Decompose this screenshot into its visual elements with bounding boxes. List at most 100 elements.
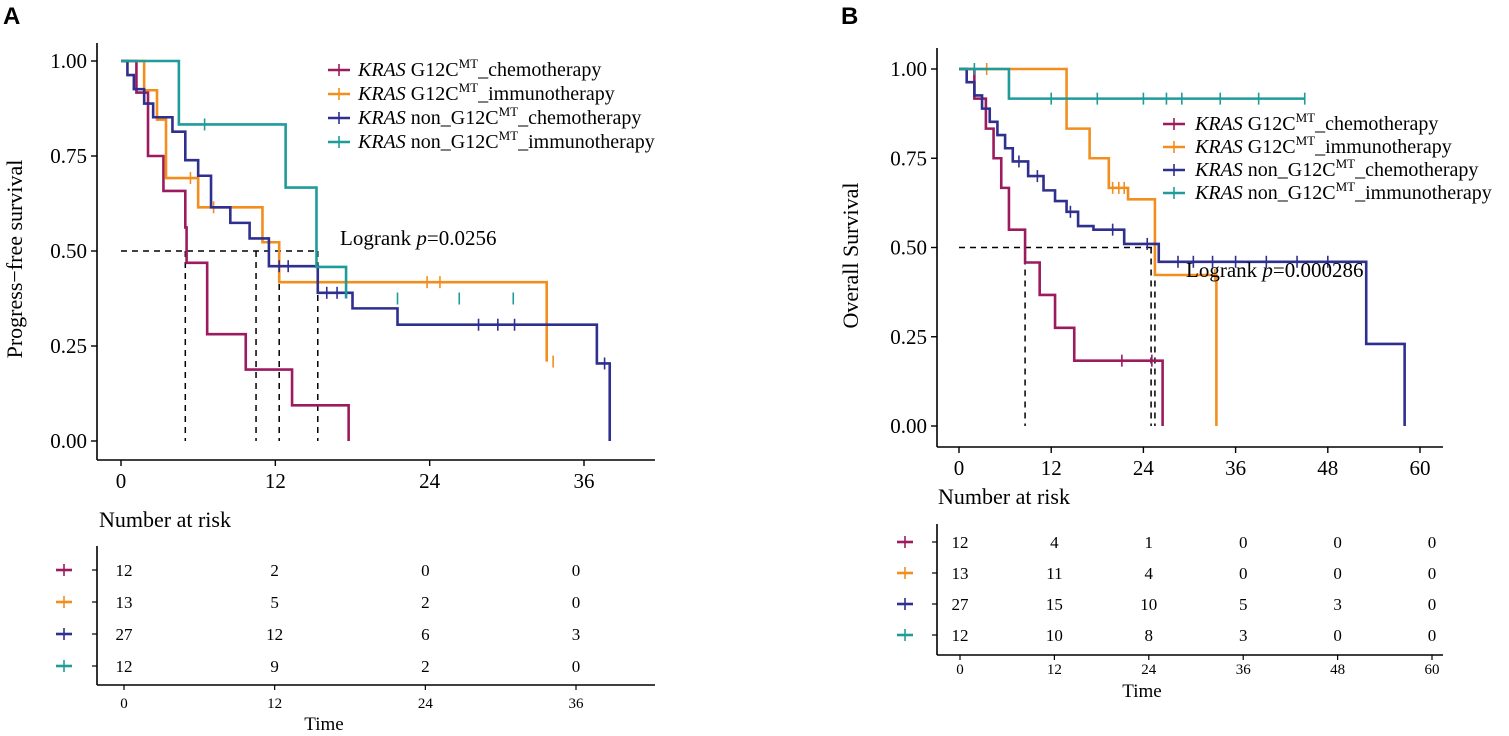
risk-x-tick-label: 12 bbox=[1047, 662, 1062, 678]
logrank-annotation: Logrank p=0.000286 bbox=[1186, 258, 1364, 282]
logrank-prefix: Logrank bbox=[1186, 258, 1262, 282]
legend-label: KRAS non_G12CMT_immunotherapy bbox=[357, 128, 655, 153]
y-axis-title: Overall Survival bbox=[838, 182, 863, 328]
risk-x-tick-label: 36 bbox=[1236, 662, 1252, 678]
risk-count: 8 bbox=[1145, 626, 1154, 645]
x-tick-label: 60 bbox=[1410, 456, 1431, 480]
y-tick-label: 0.00 bbox=[50, 429, 87, 453]
risk-count: 4 bbox=[1145, 564, 1154, 583]
risk-count: 10 bbox=[1046, 626, 1063, 645]
legend-suffix: _immunotherapy bbox=[477, 83, 615, 105]
risk-x-tick-label: 36 bbox=[569, 696, 585, 712]
legend-gene: KRAS bbox=[1194, 113, 1243, 135]
risk-count: 0 bbox=[1428, 533, 1437, 552]
risk-count: 13 bbox=[952, 564, 969, 583]
risk-count: 12 bbox=[266, 625, 283, 644]
risk-table: Number at risk 12 2 0 0 13 5 2 0 27 12 6 3 12 9 2 0 0 12 24… bbox=[56, 507, 655, 735]
risk-count: 0 bbox=[572, 561, 581, 580]
x-tick-label: 24 bbox=[419, 469, 441, 493]
x-tick-label: 12 bbox=[265, 469, 286, 493]
survival-curve-kras-g12c-immuno bbox=[121, 59, 549, 362]
survival-curve-kras-g12c-immuno bbox=[959, 67, 1218, 426]
risk-count: 2 bbox=[421, 593, 430, 612]
risk-count: 0 bbox=[1428, 626, 1437, 645]
legend-superscript: MT bbox=[459, 80, 479, 95]
logrank-p-symbol: p bbox=[1260, 258, 1273, 282]
risk-count: 12 bbox=[116, 561, 133, 580]
risk-count: 2 bbox=[421, 657, 430, 676]
x-tick-label: 0 bbox=[954, 456, 965, 480]
legend-label: KRAS G12CMT_immunotherapy bbox=[357, 80, 615, 105]
legend-variant: G12C bbox=[1243, 136, 1296, 158]
legend-suffix: _immunotherapy bbox=[1314, 136, 1452, 158]
legend-label: KRAS non_G12CMT_immunotherapy bbox=[1194, 179, 1492, 204]
risk-x-axis-title: Time bbox=[1122, 681, 1161, 702]
risk-count: 13 bbox=[116, 593, 133, 612]
legend-label: KRAS non_G12CMT_chemotherapy bbox=[1194, 156, 1478, 181]
y-tick-label: 0.50 bbox=[890, 236, 927, 260]
survival-curve-kras-non-g12c-immuno bbox=[121, 59, 348, 299]
risk-count: 0 bbox=[421, 561, 430, 580]
risk-count: 3 bbox=[1333, 595, 1342, 614]
legend-label: KRAS G12CMT_chemotherapy bbox=[1194, 110, 1438, 135]
panel-b: B0.000.250.500.751.000 12 24 36 48 60Overall … bbox=[838, 3, 1492, 702]
legend-superscript: MT bbox=[459, 56, 479, 71]
legend-label: KRAS G12CMT_immunotherapy bbox=[1194, 133, 1452, 158]
risk-count: 1 bbox=[1145, 533, 1154, 552]
risk-count: 6 bbox=[421, 625, 430, 644]
legend-suffix: _immunotherapy bbox=[517, 131, 655, 153]
risk-count: 9 bbox=[270, 657, 279, 676]
y-tick-label: 0.75 bbox=[50, 144, 87, 168]
risk-x-tick-label: 60 bbox=[1425, 662, 1440, 678]
legend-superscript: MT bbox=[1336, 179, 1356, 194]
risk-count: 0 bbox=[1333, 626, 1342, 645]
legend-superscript: MT bbox=[1336, 156, 1356, 171]
y-tick-label: 1.00 bbox=[890, 57, 927, 81]
x-tick-label: 12 bbox=[1041, 456, 1062, 480]
risk-count: 3 bbox=[572, 625, 581, 644]
risk-x-tick-label: 24 bbox=[418, 696, 434, 712]
legend-suffix: _chemotherapy bbox=[477, 59, 601, 81]
risk-count: 0 bbox=[1428, 564, 1437, 583]
legend-variant: non_G12C bbox=[406, 131, 499, 153]
risk-x-tick-label: 48 bbox=[1330, 662, 1345, 678]
legend-variant: G12C bbox=[406, 83, 459, 105]
logrank-p-symbol: p bbox=[414, 226, 427, 250]
legend-label: KRAS non_G12CMT_chemotherapy bbox=[357, 104, 641, 129]
x-tick-label: 0 bbox=[116, 469, 127, 493]
legend-superscript: MT bbox=[1296, 133, 1316, 148]
risk-count: 0 bbox=[572, 657, 581, 676]
panel-letter: A bbox=[3, 3, 20, 30]
legend-superscript: MT bbox=[499, 104, 519, 119]
legend-suffix: _chemotherapy bbox=[517, 107, 641, 129]
risk-count: 12 bbox=[952, 626, 969, 645]
x-tick-label: 36 bbox=[574, 469, 595, 493]
panel-letter: B bbox=[841, 3, 858, 30]
risk-count: 27 bbox=[952, 595, 970, 614]
risk-count: 0 bbox=[1333, 564, 1342, 583]
risk-x-tick-label: 12 bbox=[267, 696, 282, 712]
risk-count: 15 bbox=[1046, 595, 1063, 614]
risk-count: 5 bbox=[270, 593, 279, 612]
survival-curve-kras-non-g12c-chemo bbox=[121, 59, 612, 441]
risk-count: 11 bbox=[1046, 564, 1062, 583]
legend-gene: KRAS bbox=[1194, 182, 1243, 204]
risk-count: 5 bbox=[1239, 595, 1248, 614]
risk-count: 3 bbox=[1239, 626, 1248, 645]
x-tick-label: 48 bbox=[1317, 456, 1338, 480]
legend-gene: KRAS bbox=[357, 131, 406, 153]
legend-suffix: _chemotherapy bbox=[1314, 113, 1438, 135]
legend-variant: non_G12C bbox=[1243, 182, 1336, 204]
risk-count: 10 bbox=[1140, 595, 1157, 614]
y-tick-label: 0.50 bbox=[50, 239, 87, 263]
risk-count: 12 bbox=[952, 533, 969, 552]
y-axis-title: Progress−free survival bbox=[2, 160, 27, 359]
legend-gene: KRAS bbox=[357, 59, 406, 81]
legend-superscript: MT bbox=[1296, 110, 1316, 125]
risk-count: 4 bbox=[1050, 533, 1059, 552]
legend-gene: KRAS bbox=[1194, 136, 1243, 158]
legend-variant: non_G12C bbox=[1243, 159, 1336, 181]
risk-x-tick-label: 0 bbox=[956, 662, 964, 678]
risk-x-tick-label: 24 bbox=[1141, 662, 1157, 678]
